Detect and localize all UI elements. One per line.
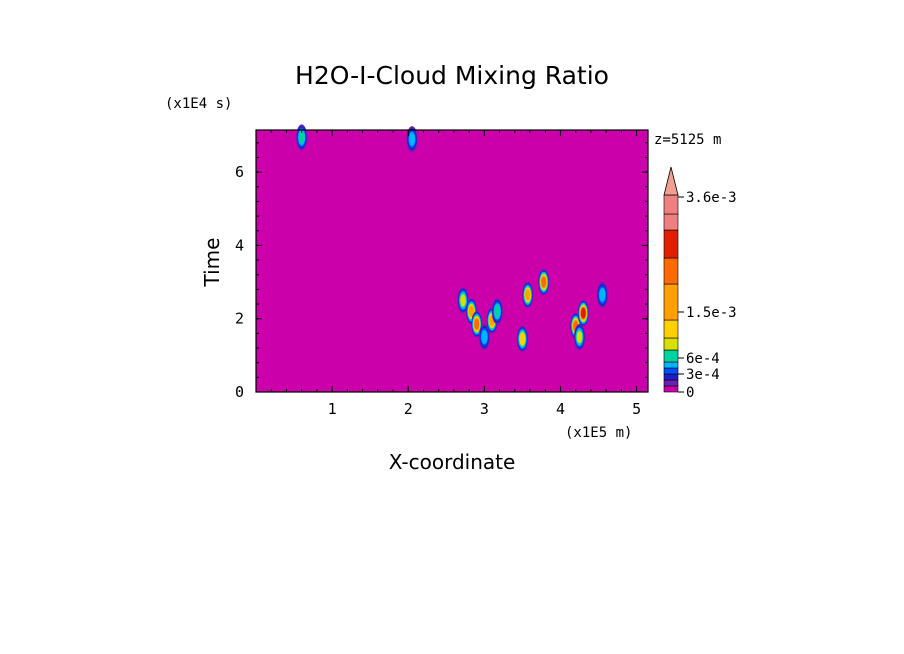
contour-level: [599, 287, 606, 302]
colorbar-label: 3e-4: [686, 367, 720, 383]
cloud-feature-0: [296, 124, 308, 151]
y-axis-ticks: 0 2 4 6: [235, 142, 648, 401]
colorbar-segment: [663, 373, 679, 381]
cloud-feature-7: [491, 298, 503, 325]
cloud-feature-5: [478, 324, 490, 351]
cloud-feature-10: [538, 269, 550, 296]
y-unit-label: (x1E4 s): [165, 96, 232, 112]
cloud-feature-1: [406, 126, 418, 153]
cloud-feature-13: [573, 324, 585, 351]
colorbar-label: 1.5e-3: [686, 305, 737, 321]
y-tick-label: 0: [235, 383, 244, 401]
x-tick-label: 3: [480, 400, 489, 418]
colorbar-segment: [663, 385, 679, 393]
colorbar-label: 0: [686, 385, 694, 401]
contour-level: [481, 330, 488, 345]
cloud-feature-14: [596, 281, 608, 308]
colorbar-segment: [663, 257, 679, 285]
x-tick-label: 2: [404, 400, 413, 418]
colorbar-segment: [663, 367, 679, 375]
chart-title: H2O-I-Cloud Mixing Ratio: [295, 61, 609, 90]
x-tick-label: 5: [632, 400, 641, 418]
colorbar-segment: [663, 337, 679, 351]
colorbar-segment: [663, 213, 679, 231]
contour-level: [474, 318, 480, 330]
contour-level: [460, 294, 466, 307]
contour-level: [525, 289, 531, 301]
colorbar-label: 3.6e-3: [686, 190, 737, 206]
x-unit-label: (x1E5 m): [565, 425, 632, 441]
colorbar-segment: [663, 319, 679, 339]
cloud-feature-4: [471, 311, 483, 338]
cloud-feature-9: [522, 281, 534, 308]
x-tick-label: 1: [328, 400, 337, 418]
x-axis-label: X-coordinate: [389, 450, 516, 474]
colorbar-segment: [663, 194, 679, 215]
plot-background: [256, 130, 648, 392]
cloud-feature-2: [457, 287, 469, 314]
cloud-feature-12: [577, 300, 589, 327]
colorbar-segment: [663, 283, 679, 321]
contour-level: [408, 132, 416, 147]
y-tick-label: 6: [235, 163, 244, 181]
contour-level: [580, 307, 586, 319]
contour-level: [576, 330, 583, 344]
cloud-feature-8: [516, 325, 528, 352]
contour-level: [519, 333, 526, 345]
colorbar-label: 6e-4: [686, 351, 720, 367]
contour-level: [541, 276, 547, 288]
x-tick-label: 4: [556, 400, 565, 418]
colorbar: 0 3e-46e-4 1.5e-3 3.6e-3: [663, 166, 737, 401]
colorbar-segment: [663, 361, 679, 369]
plot-area: [255, 124, 649, 393]
y-axis-label: Time: [200, 238, 224, 288]
contour-level: [468, 305, 475, 317]
contour-level: [494, 304, 501, 318]
y-tick-label: 4: [235, 236, 244, 254]
x-axis-ticks: 1 2 3 4 5: [270, 130, 641, 418]
colorbar-extend-arrow: [663, 166, 679, 196]
colorbar-segment: [663, 349, 679, 363]
level-label: z=5125 m: [654, 132, 721, 148]
contour-level: [298, 130, 305, 144]
y-tick-label: 2: [235, 310, 244, 328]
colorbar-segment: [663, 229, 679, 259]
cloud-features: [296, 124, 608, 352]
colorbar-segment: [663, 379, 679, 387]
plot-frame: [255, 129, 649, 393]
